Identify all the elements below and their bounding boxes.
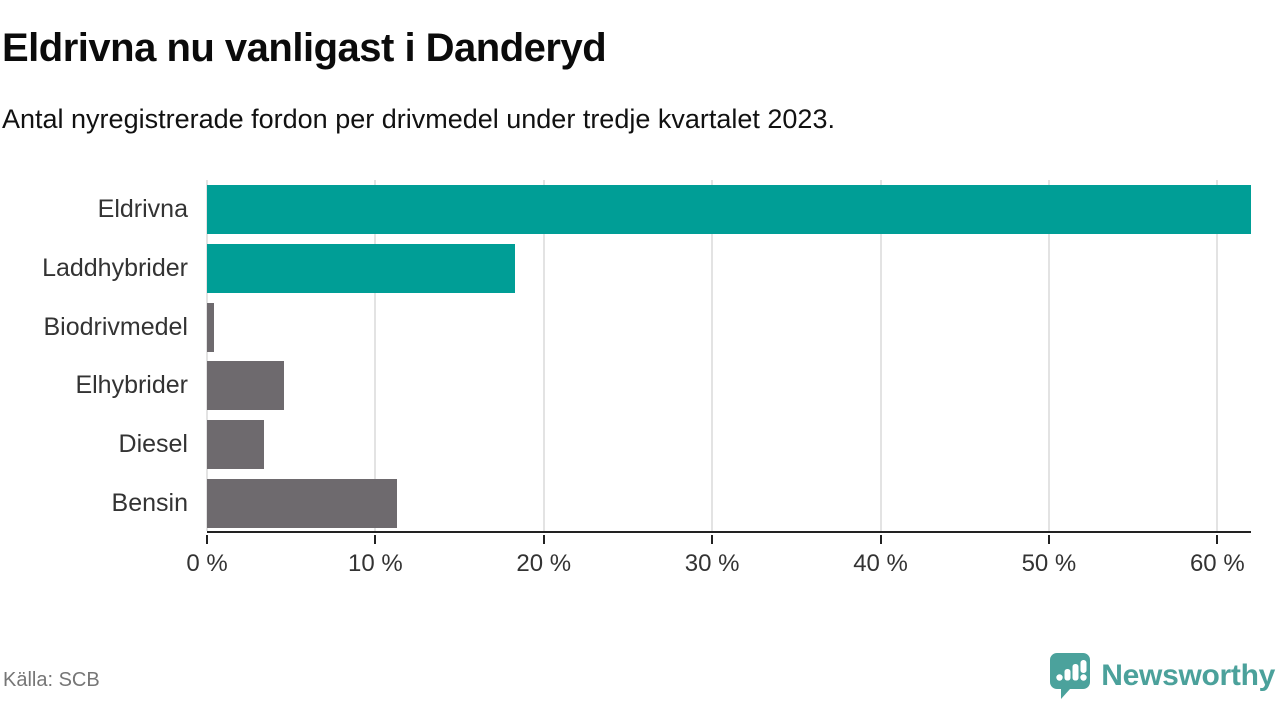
newsworthy-wordmark: Newsworthy [1101, 658, 1275, 692]
bar [207, 361, 285, 411]
category-axis: Eldrivna Laddhybrider Biodrivmedel Elhybrid… [0, 180, 207, 533]
axis-tick-label: 10 % [348, 550, 403, 577]
newsworthy-bubble-chart-icon [1050, 653, 1091, 699]
axis-tick [206, 535, 208, 544]
axis-tick [1216, 535, 1219, 544]
axis-tick-label: 20 % [516, 550, 572, 577]
gridline [206, 180, 208, 531]
axis-tick [542, 535, 545, 544]
category-label: Eldrivna [97, 194, 188, 223]
newsworthy-logo: Newsworthy [1048, 651, 1275, 700]
axis-tick-label: 40 % [853, 550, 908, 577]
bar [207, 479, 398, 529]
chart-title: Eldrivna nu vanligast i Danderyd [2, 26, 607, 70]
bar [207, 184, 1251, 234]
axis-tick-label: 50 % [1021, 550, 1077, 577]
category-label: Bensin [111, 489, 188, 518]
axis-tick [374, 535, 377, 544]
axis-tick [711, 535, 714, 544]
category-label: Biodrivmedel [43, 312, 188, 341]
axis-tick-label: 60 % [1189, 550, 1245, 577]
bar [207, 420, 265, 470]
source-note: Källa: SCB [3, 669, 100, 691]
axis-tick-label: 30 % [684, 550, 740, 577]
category-label: Elhybrider [75, 371, 188, 400]
plot-area [206, 180, 1251, 533]
category-label: Laddhybrider [42, 253, 188, 282]
gridline [879, 180, 882, 531]
gridline [374, 180, 377, 531]
gridline [1216, 180, 1219, 531]
gridline [542, 180, 545, 531]
category-label: Diesel [118, 430, 188, 459]
axis-tick [1047, 535, 1050, 544]
bar [207, 243, 516, 293]
axis-tick-label: 0 % [186, 550, 228, 577]
gridline [711, 180, 714, 531]
x-axis: 0 % 10 % 20 % 30 % 40 % 50 % 60 % [186, 535, 1251, 595]
gridline [1047, 180, 1050, 531]
chart-subtitle: Antal nyregistrerade fordon per drivmede… [2, 104, 835, 134]
bar [207, 302, 214, 352]
axis-tick [879, 535, 882, 544]
